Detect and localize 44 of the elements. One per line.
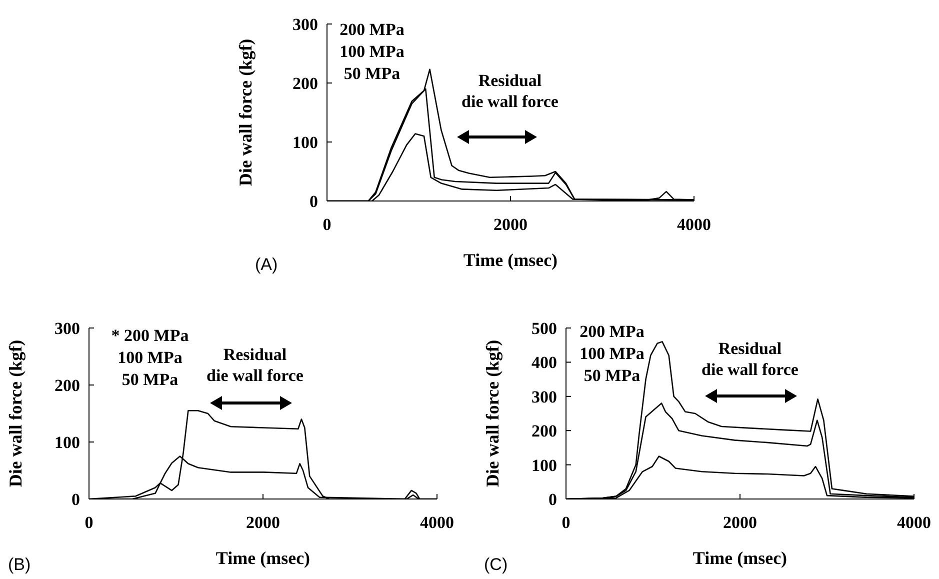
text: (B) — [8, 555, 31, 575]
y-axis-title: Die wall force (kgf) — [482, 340, 502, 488]
annotation: 100 MPa — [338, 42, 406, 62]
y-tick-label: 200 — [532, 422, 557, 441]
annotation: Residual die wall force — [700, 338, 800, 380]
y-tick-label: 300 — [532, 387, 557, 406]
annotation: 50 MPa — [122, 370, 178, 389]
x-axis-title: Time (msec) — [692, 548, 788, 568]
y-tick-label: 200 — [54, 376, 80, 396]
x-tick-label: 0 — [322, 215, 332, 234]
text: (A) — [255, 255, 278, 275]
y-tick-label: 100 — [54, 433, 80, 452]
annotation: Residual die wall force — [206, 345, 304, 385]
x-axis-title: Time (msec) — [463, 250, 558, 270]
y-tick-label: 200 — [292, 74, 318, 94]
y-tick-label: 100 — [532, 456, 557, 475]
annotation: 100 MPa — [580, 344, 644, 363]
x-axis-title: Time (msec) — [216, 548, 310, 568]
y-axis-title: Die wall force (kgf) — [5, 340, 26, 488]
y-tick-label: 0 — [72, 490, 80, 510]
y-tick-label: 300 — [292, 15, 318, 34]
annotation: 50 MPa — [344, 64, 400, 83]
y-tick-label: 500 — [532, 319, 557, 338]
x-tick-label: 0 — [84, 513, 94, 532]
y-tick-label: 300 — [54, 319, 80, 338]
x-tick-label: 4000 — [897, 513, 931, 532]
y-tick-label: 100 — [292, 133, 318, 152]
x-tick-label: 2000 — [494, 215, 528, 234]
x-tick-label: 2000 — [723, 513, 757, 532]
annotation: 50 MPa — [584, 366, 640, 385]
y-tick-label: 400 — [532, 353, 557, 372]
annotation: * 200 MPa — [110, 326, 190, 346]
y-tick-label: 0 — [548, 490, 557, 510]
x-tick-label: 0 — [562, 513, 570, 532]
annotation: 200 MPa — [340, 20, 404, 39]
y-axis-title: Die wall force (kgf) — [235, 38, 256, 186]
x-tick-label: 4000 — [677, 215, 711, 234]
x-tick-label: 4000 — [420, 513, 454, 532]
annotation: Residual die wall force — [460, 70, 560, 112]
annotation: 200 MPa — [580, 322, 644, 341]
y-tick-label: 0 — [310, 192, 318, 212]
x-tick-label: 2000 — [246, 513, 280, 532]
annotation: 100 MPa — [118, 348, 182, 367]
text: (C) — [484, 555, 508, 575]
